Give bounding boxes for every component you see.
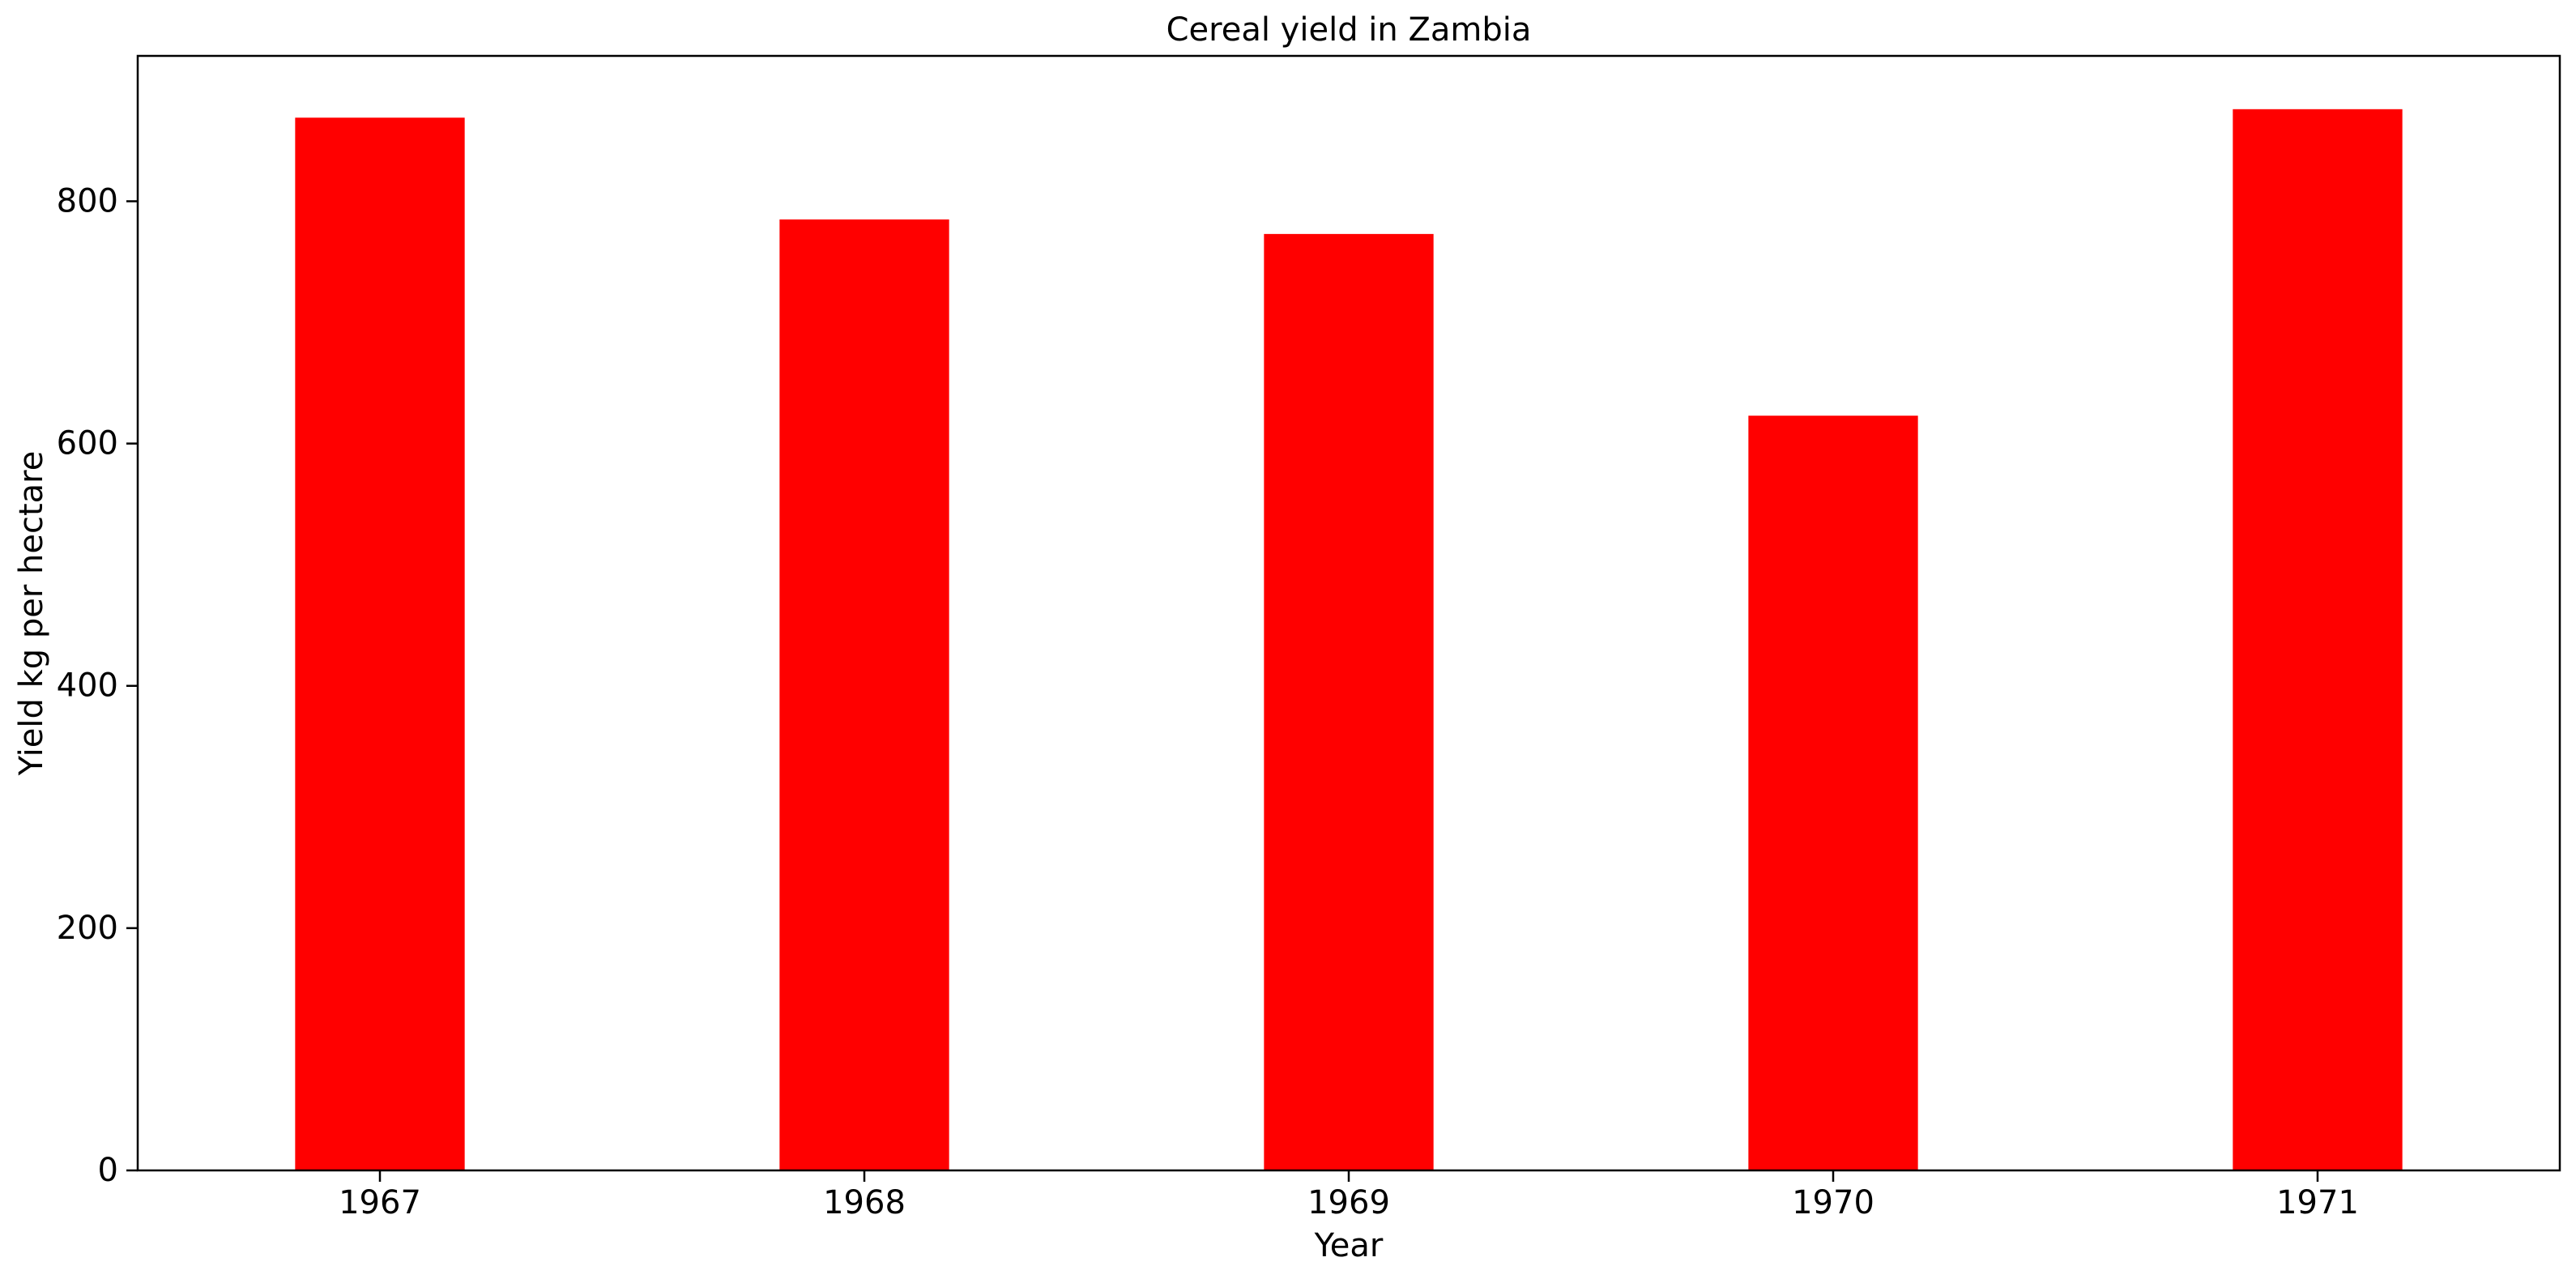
bars-group xyxy=(295,109,2403,1171)
x-axis-title: Year xyxy=(1314,1227,1384,1264)
x-tick-label: 1971 xyxy=(2276,1184,2359,1221)
x-tick-label: 1967 xyxy=(339,1184,421,1221)
y-ticks-group: 0 200 400 600 800 xyxy=(57,182,138,1189)
y-tick-label: 800 xyxy=(57,182,118,220)
bar-1969 xyxy=(1264,233,1434,1171)
x-tick-label: 1970 xyxy=(1792,1184,1874,1221)
bar-1971 xyxy=(2233,109,2403,1170)
x-tick-label: 1968 xyxy=(823,1184,906,1221)
y-tick-label: 600 xyxy=(57,425,118,462)
chart-title: Cereal yield in Zambia xyxy=(1166,11,1532,49)
x-ticks-group: 1967 1968 1969 1970 1971 xyxy=(339,1170,2359,1221)
y-tick-label: 0 xyxy=(98,1152,118,1189)
y-axis-title: Yield kg per hectare xyxy=(13,451,50,777)
plot-frame xyxy=(136,54,2561,1172)
y-tick-label: 400 xyxy=(57,667,118,705)
y-tick-label: 200 xyxy=(57,910,118,947)
x-tick-label: 1969 xyxy=(1307,1184,1390,1221)
bar-1967 xyxy=(295,117,465,1170)
bar-1968 xyxy=(779,219,949,1170)
bar-1970 xyxy=(1748,416,1918,1170)
